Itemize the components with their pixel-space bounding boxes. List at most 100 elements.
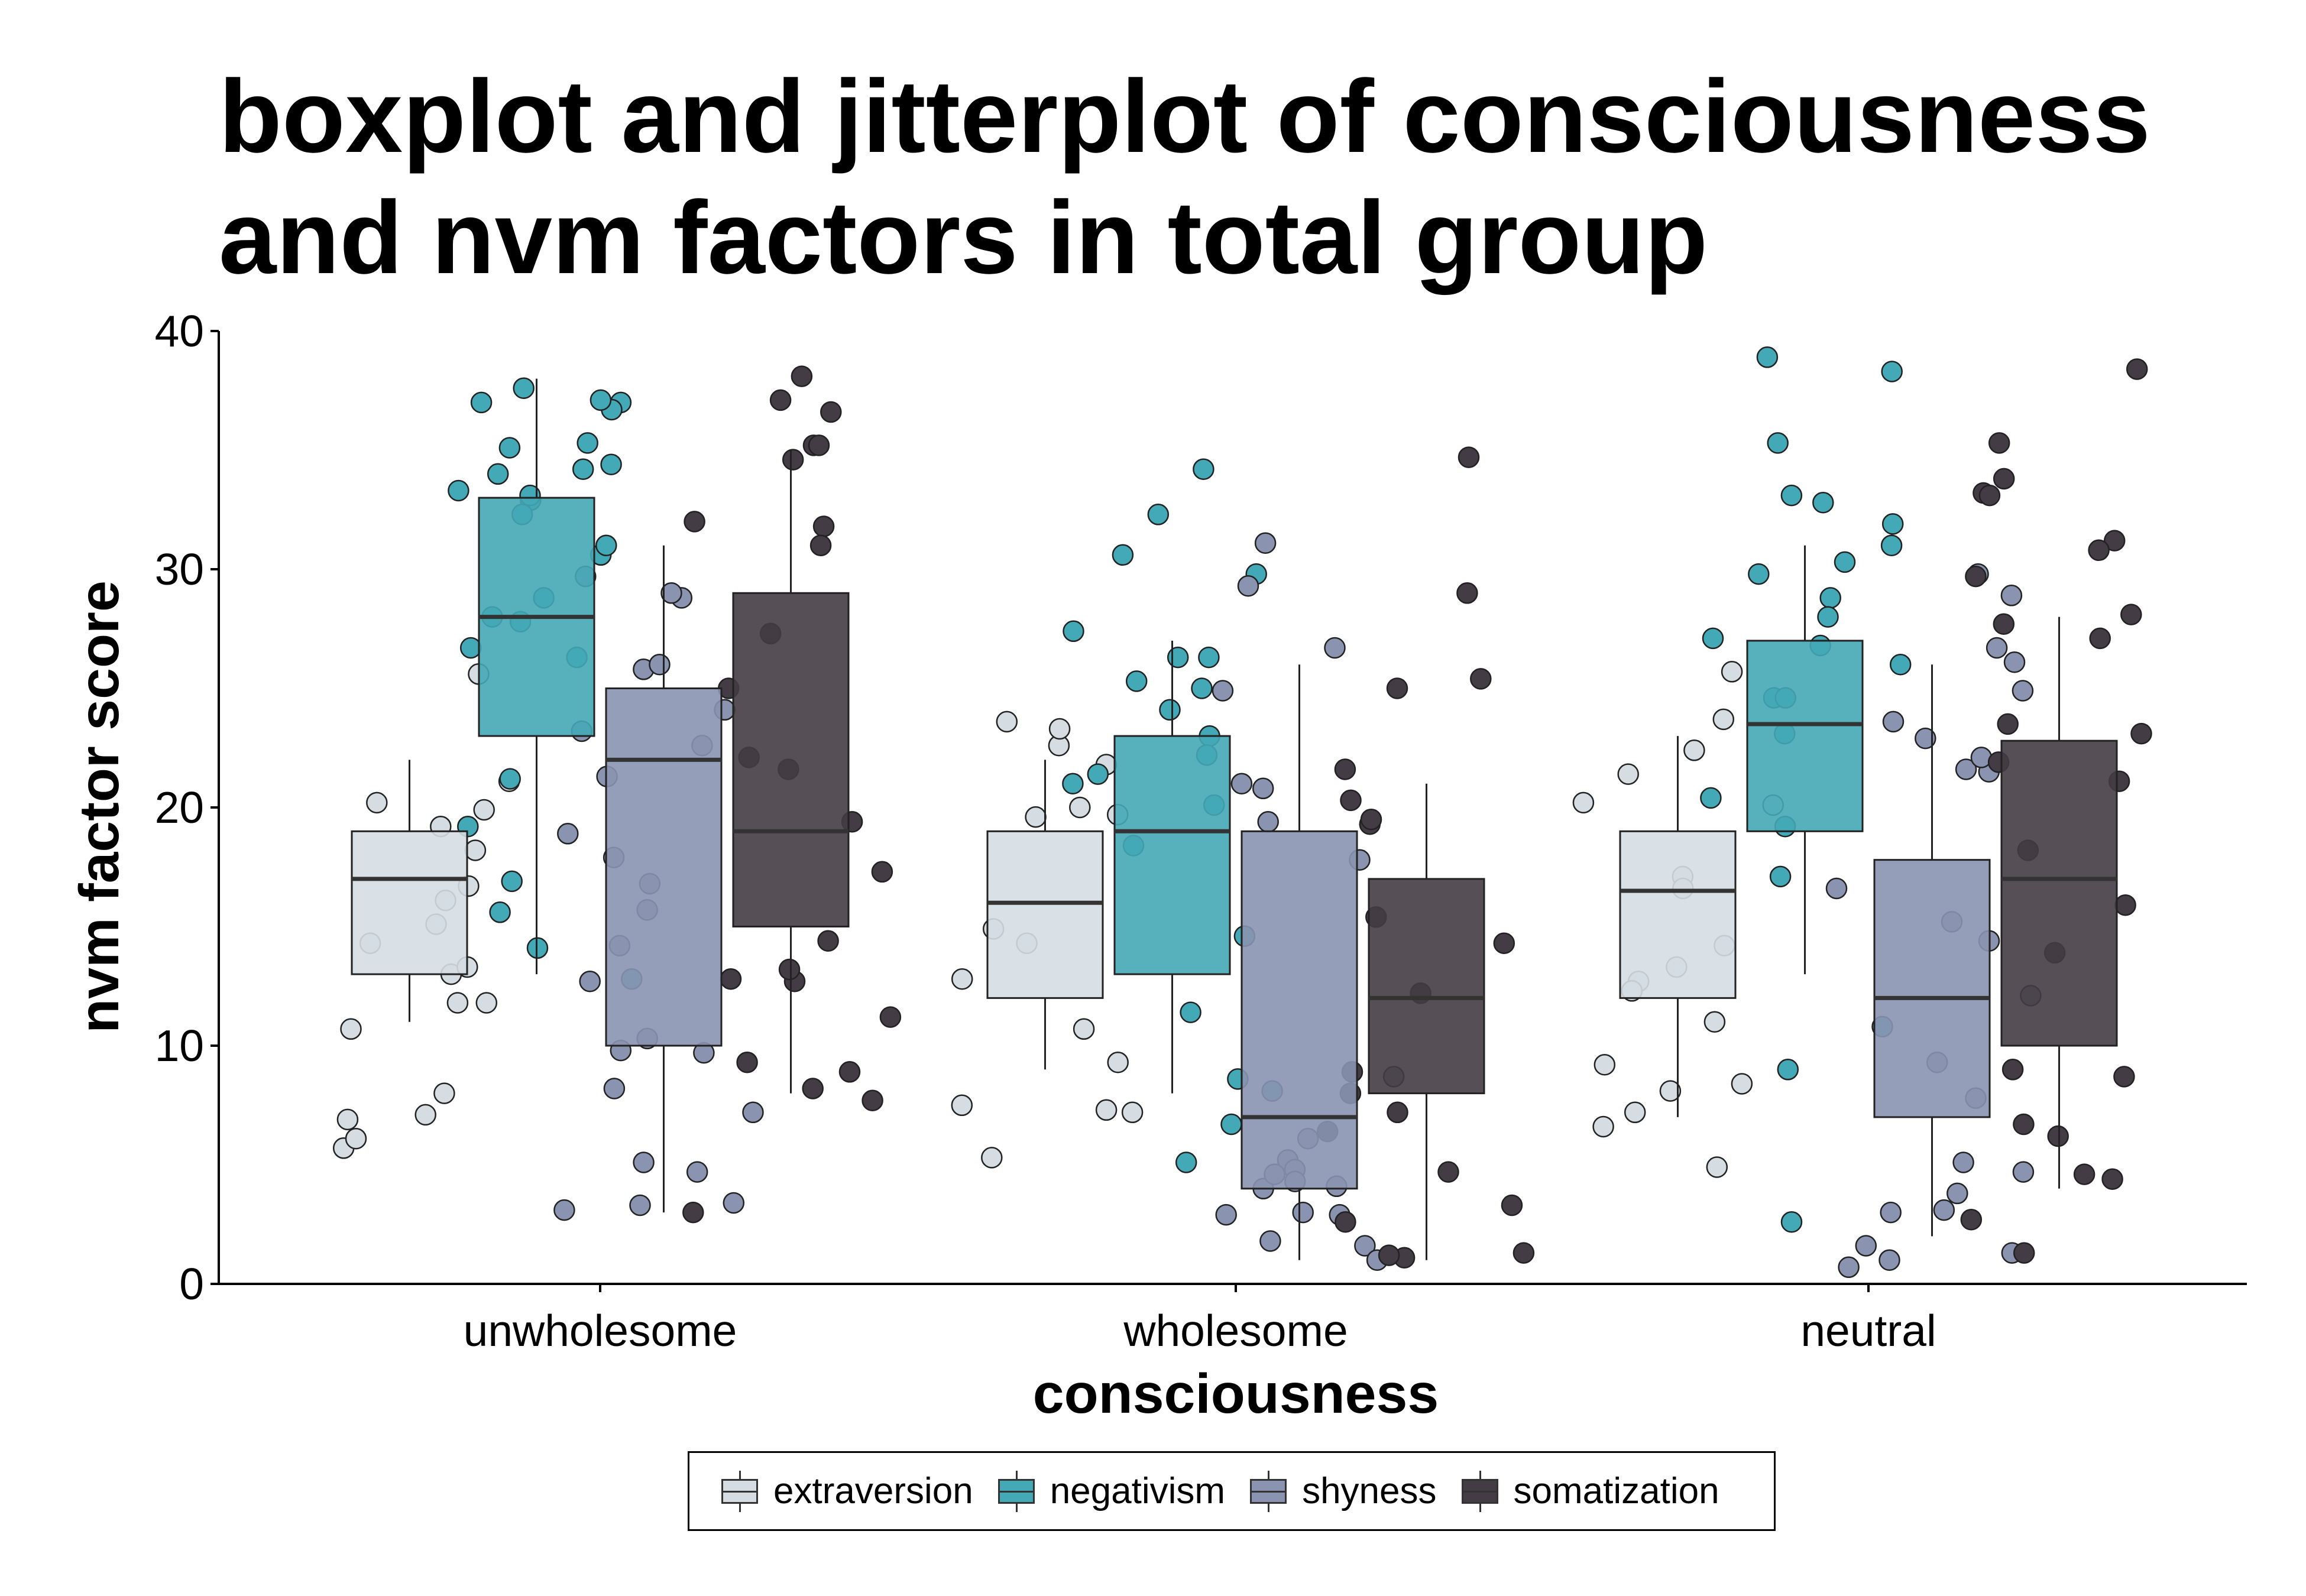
box-body (1619, 830, 1737, 999)
data-point-extraversion (951, 968, 973, 990)
data-point-extraversion (340, 1018, 362, 1040)
box-body (732, 592, 850, 927)
y-tick-label: 40 (155, 306, 204, 356)
box-body (351, 830, 468, 975)
data-point-somatization (1378, 1244, 1400, 1266)
data-point-shyness (1254, 532, 1277, 554)
data-point-somatization (778, 958, 801, 981)
data-point-extraversion (433, 1082, 455, 1104)
box-body (2000, 739, 2118, 1047)
data-point-somatization (2088, 539, 2110, 562)
box-body (1241, 830, 1358, 1190)
data-point-shyness (2003, 651, 2026, 673)
y-tick-label: 0 (179, 1259, 204, 1309)
legend-item-shyness[interactable]: shyness (1248, 1470, 1437, 1512)
data-point-negativism (1700, 787, 1722, 809)
data-point-extraversion (446, 992, 469, 1014)
box-body (605, 687, 723, 1047)
data-point-somatization (684, 511, 705, 533)
data-point-negativism (595, 534, 617, 556)
data-point-somatization (838, 1061, 861, 1083)
y-tick-label: 30 (155, 544, 204, 594)
data-point-negativism (487, 463, 509, 485)
data-point-somatization (1993, 468, 2015, 490)
data-point-somatization (820, 401, 842, 423)
data-point-extraversion (1073, 1018, 1095, 1040)
data-point-extraversion (1731, 1073, 1753, 1095)
data-point-negativism (576, 432, 598, 454)
legend-key-extraversion (719, 1470, 760, 1512)
data-point-shyness (2012, 680, 2034, 702)
data-point-negativism (1819, 587, 1841, 609)
data-point-somatization (2114, 894, 2136, 916)
data-point-shyness (1259, 1230, 1281, 1252)
data-point-negativism (459, 637, 482, 659)
data-point-somatization (2103, 530, 2126, 552)
legend-key-negativism (996, 1470, 1037, 1512)
data-point-somatization (1493, 932, 1515, 954)
data-point-negativism (1180, 1001, 1201, 1023)
data-point-somatization (1458, 446, 1480, 468)
data-point-shyness (1215, 1204, 1237, 1226)
data-point-shyness (1212, 680, 1234, 702)
data-point-shyness (2000, 585, 2023, 606)
data-point-extraversion (1703, 1011, 1726, 1033)
legend-item-somatization[interactable]: somatization (1459, 1470, 1719, 1512)
data-point-shyness (603, 1078, 626, 1099)
data-point-negativism (1780, 1211, 1803, 1233)
data-point-somatization (802, 1078, 824, 1099)
data-point-shyness (723, 1192, 745, 1214)
legend-key-shyness (1248, 1470, 1289, 1512)
data-point-extraversion (464, 839, 487, 861)
data-point-negativism (1748, 563, 1770, 585)
chart-title-line-2: and nvm factors in total group (219, 180, 1708, 296)
legend: extraversion negativism shyness somatiza… (688, 1451, 1776, 1531)
box-shyness-neutral (1873, 664, 1991, 1237)
data-point-extraversion (1025, 806, 1047, 828)
data-point-somatization (2113, 1066, 2135, 1088)
data-point-somatization (720, 968, 742, 990)
data-point-extraversion (1069, 796, 1091, 819)
legend-key-somatization (1459, 1470, 1501, 1512)
data-point-shyness (579, 970, 601, 992)
data-point-shyness (633, 1151, 655, 1173)
y-tick-label: 20 (155, 783, 204, 832)
data-point-extraversion (475, 992, 498, 1014)
data-point-extraversion (1721, 661, 1743, 683)
data-point-shyness (1986, 637, 2008, 659)
data-point-negativism (1880, 534, 1903, 556)
x-tick-label: unwholesome (464, 1306, 737, 1355)
data-point-somatization (1960, 1208, 1983, 1231)
data-point-shyness (742, 1101, 764, 1124)
legend-item-negativism[interactable]: negativism (996, 1470, 1225, 1512)
data-point-extraversion (1617, 763, 1639, 785)
data-point-negativism (1777, 1059, 1799, 1081)
data-point-negativism (1756, 346, 1779, 368)
data-point-somatization (2130, 722, 2152, 745)
data-point-extraversion (1048, 718, 1071, 740)
axes (218, 331, 2247, 1285)
box-somatization-wholesome (1368, 783, 1485, 1260)
data-point-negativism (1812, 491, 1834, 514)
legend-item-extraversion[interactable]: extraversion (719, 1470, 973, 1512)
data-point-somatization (817, 930, 839, 952)
data-point-somatization (682, 1201, 704, 1224)
x-tick-label: neutral (1800, 1306, 1936, 1355)
box-somatization-unwholesome (732, 450, 850, 1094)
data-point-shyness (1237, 575, 1259, 597)
data-point-somatization (808, 434, 830, 456)
data-point-extraversion (996, 711, 1018, 733)
data-point-extraversion (366, 791, 388, 814)
data-point-somatization (2073, 1163, 2096, 1185)
data-point-shyness (1825, 877, 1848, 900)
data-point-shyness (1880, 1201, 1902, 1224)
data-point-somatization (1386, 677, 1408, 699)
data-point-negativism (1198, 646, 1220, 669)
data-point-shyness (553, 1199, 575, 1221)
data-point-extraversion (1659, 1080, 1682, 1102)
data-point-negativism (600, 453, 622, 475)
data-point-somatization (2047, 1125, 2069, 1147)
data-point-extraversion (1095, 1099, 1118, 1121)
data-point-somatization (1470, 668, 1492, 690)
data-point-shyness (1354, 1235, 1376, 1257)
